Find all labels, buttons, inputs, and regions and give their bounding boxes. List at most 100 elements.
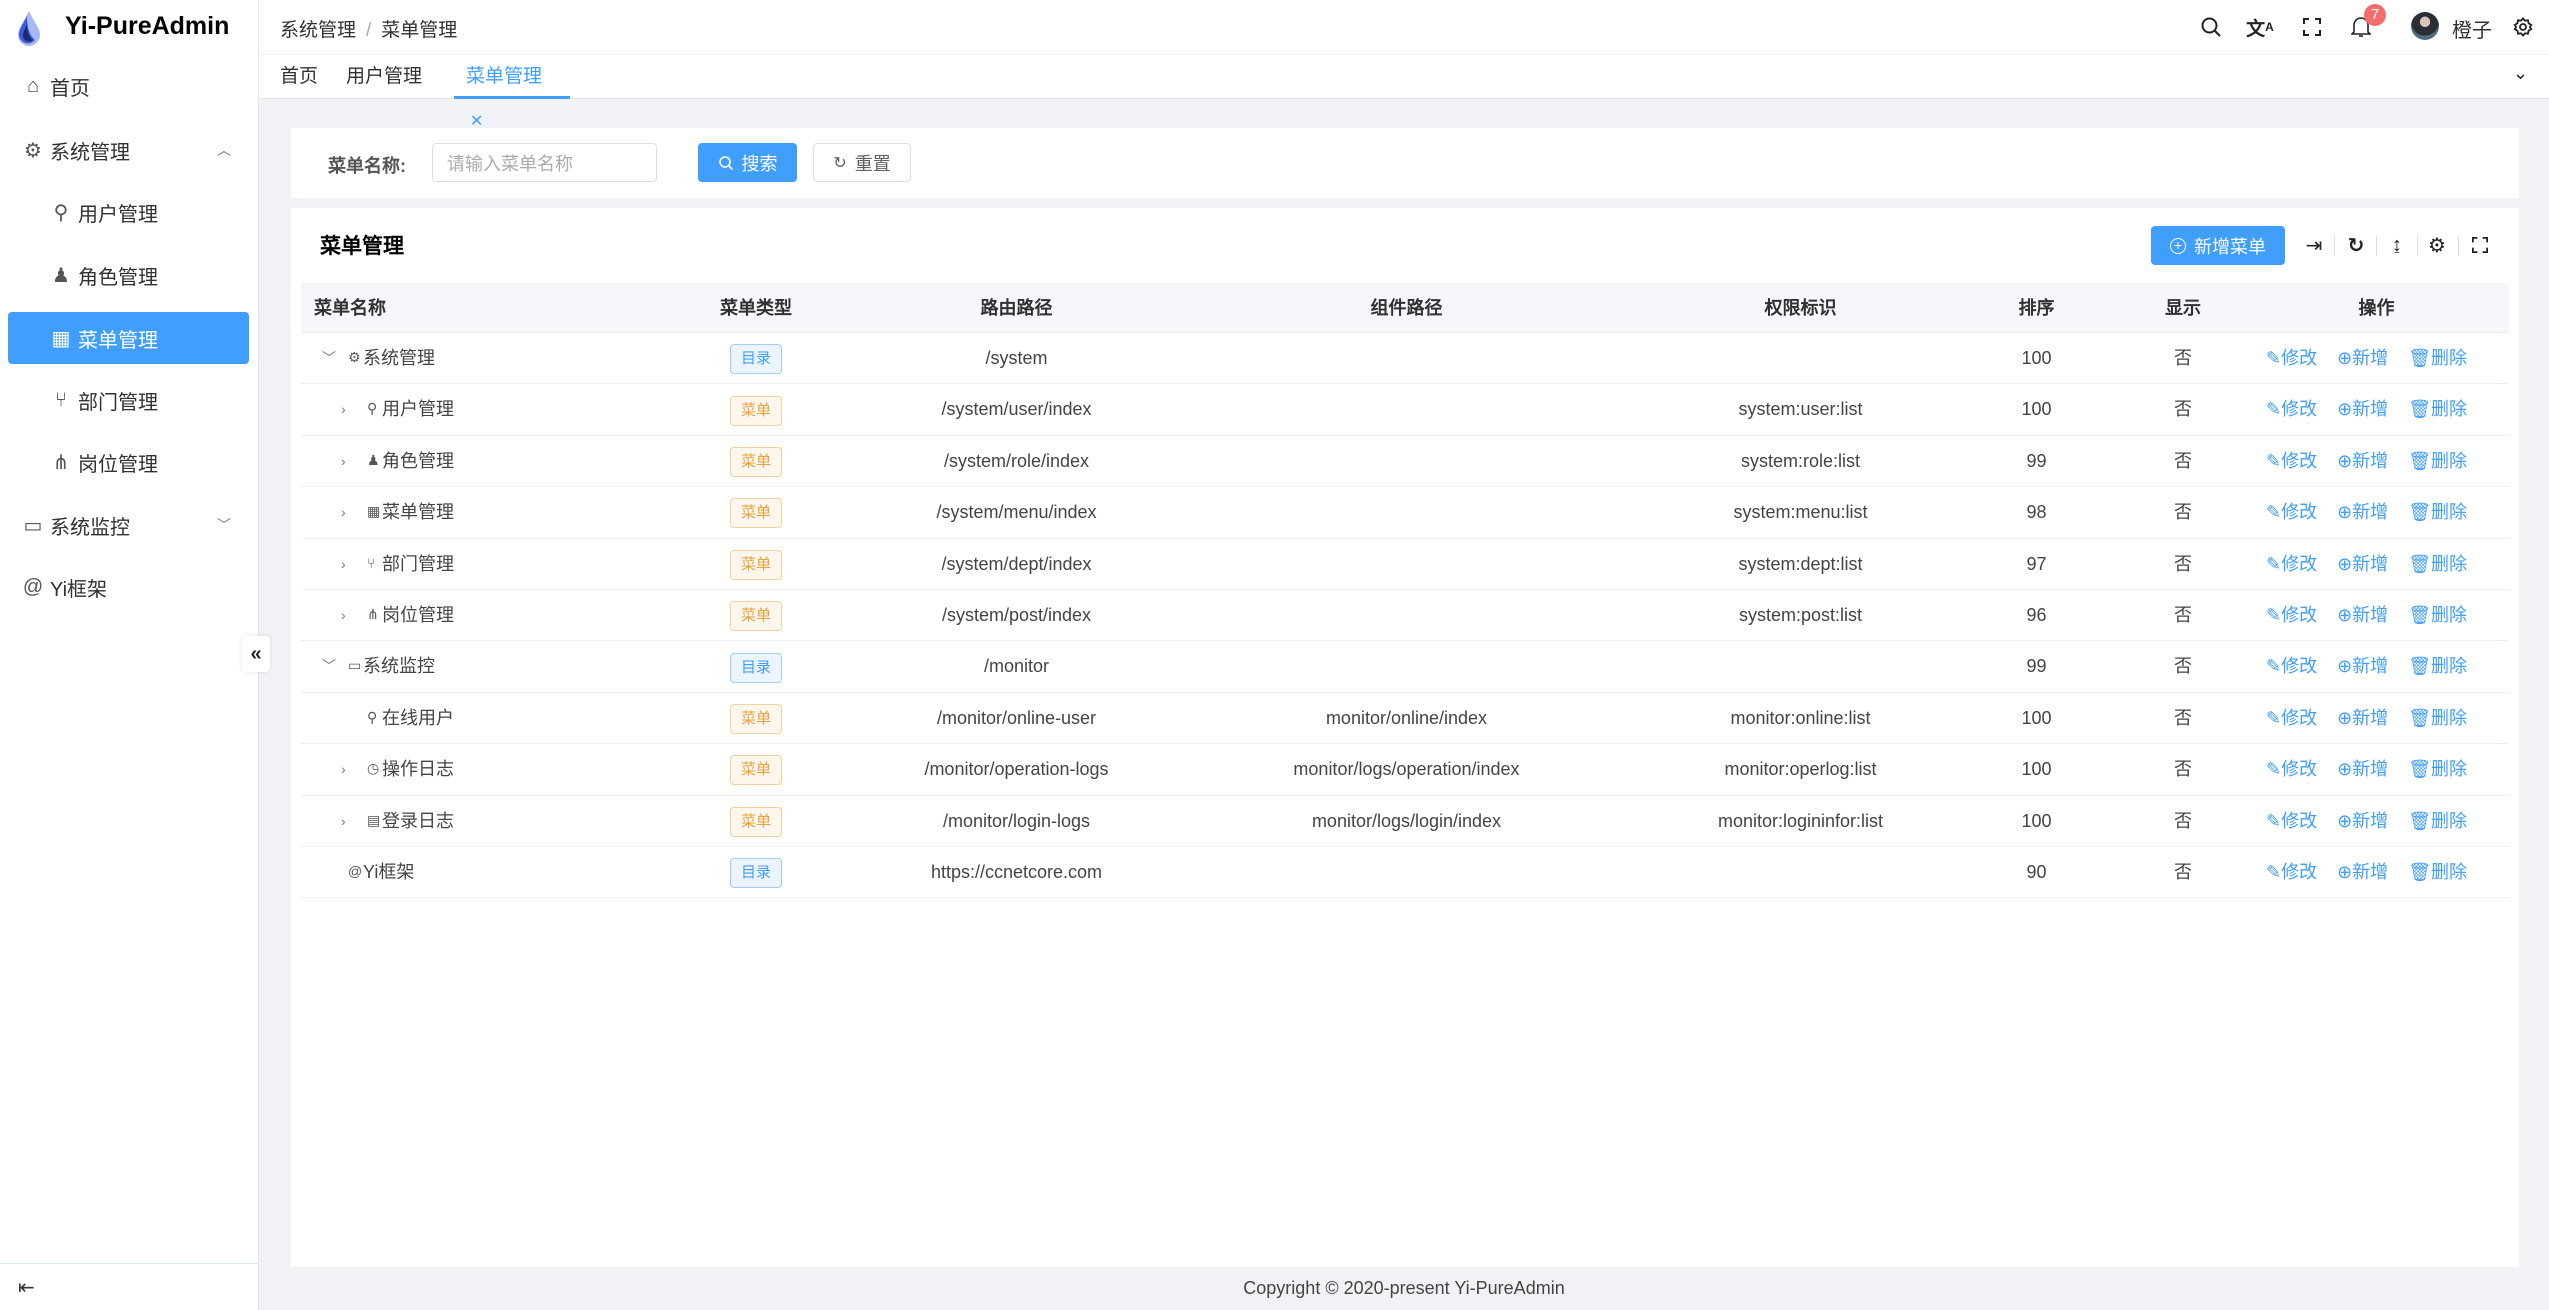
edit-button[interactable]: ✎修改 bbox=[2266, 502, 2317, 522]
avatar[interactable] bbox=[2411, 12, 2439, 40]
tab-menu-management[interactable]: 菜单管理 ✕ bbox=[454, 55, 570, 130]
add-label: 新增 bbox=[2352, 707, 2389, 728]
delete-label: 删除 bbox=[2431, 707, 2468, 728]
delete-button[interactable]: 🗑︎删除 bbox=[2408, 451, 2467, 471]
plus-circle-icon: ⊕ bbox=[2337, 759, 2353, 780]
search-button[interactable]: 搜索 bbox=[698, 143, 797, 182]
sidebar-item[interactable]: ⑂ 部门管理 bbox=[8, 374, 249, 426]
close-icon[interactable]: ✕ bbox=[470, 113, 484, 130]
menu-type-tag: 菜单 bbox=[729, 704, 782, 735]
edit-button[interactable]: ✎修改 bbox=[2266, 451, 2317, 471]
search-icon[interactable] bbox=[2198, 14, 2224, 40]
edit-button[interactable]: ✎修改 bbox=[2266, 656, 2317, 676]
add-label: 新增 bbox=[2352, 502, 2389, 523]
delete-button[interactable]: 🗑︎删除 bbox=[2408, 656, 2467, 676]
delete-button[interactable]: 🗑︎删除 bbox=[2408, 759, 2467, 779]
double-chevron-left-icon: « bbox=[250, 642, 262, 665]
route-path: /monitor/login-logs bbox=[942, 810, 1091, 831]
column-header: 操作 bbox=[2358, 298, 2395, 318]
name-cell: ﹀ ▭ 系统监控 bbox=[301, 641, 642, 692]
delete-button[interactable]: 🗑︎删除 bbox=[2408, 605, 2467, 625]
edit-button[interactable]: ✎修改 bbox=[2266, 348, 2317, 368]
menu-name: 用户管理 bbox=[382, 399, 454, 420]
delete-button[interactable]: 🗑︎删除 bbox=[2408, 554, 2467, 574]
sidebar-item[interactable]: ⌂ 首页 bbox=[8, 60, 249, 112]
edit-button[interactable]: ✎修改 bbox=[2266, 605, 2317, 625]
expand-collapse-icon[interactable]: ⇥ bbox=[2305, 234, 2323, 257]
collapse-sidebar-button[interactable]: « bbox=[242, 636, 270, 672]
plus-circle-icon: ⊕ bbox=[2337, 553, 2353, 574]
menu-name-input[interactable]: 请输入菜单名称 bbox=[432, 143, 657, 182]
sidebar-item[interactable]: ⚲ 用户管理 bbox=[8, 186, 249, 238]
add-child-button[interactable]: ⊕新增 bbox=[2337, 862, 2388, 882]
chevron-right-icon[interactable]: › bbox=[341, 452, 346, 469]
add-child-button[interactable]: ⊕新增 bbox=[2337, 759, 2388, 779]
edit-button[interactable]: ✎修改 bbox=[2266, 862, 2317, 882]
type-cell: 目录 bbox=[642, 333, 870, 384]
add-child-button[interactable]: ⊕新增 bbox=[2337, 708, 2388, 728]
edit-button[interactable]: ✎修改 bbox=[2266, 708, 2317, 728]
column-settings-icon[interactable]: ⚙ bbox=[2428, 234, 2446, 257]
delete-button[interactable]: 🗑︎删除 bbox=[2408, 502, 2467, 522]
username[interactable]: 橙子 bbox=[2452, 20, 2492, 42]
at-icon: @ bbox=[22, 575, 44, 598]
density-icon[interactable]: ↨ bbox=[2392, 233, 2402, 256]
delete-button[interactable]: 🗑︎删除 bbox=[2408, 811, 2467, 831]
chevron-right-icon[interactable]: › bbox=[341, 401, 346, 418]
delete-button[interactable]: 🗑︎删除 bbox=[2408, 862, 2467, 882]
add-child-button[interactable]: ⊕新增 bbox=[2337, 399, 2388, 419]
chevron-right-icon[interactable]: › bbox=[341, 607, 346, 623]
add-child-button[interactable]: ⊕新增 bbox=[2337, 811, 2388, 831]
plus-circle-icon: ⊕ bbox=[2337, 348, 2353, 368]
sidebar-item[interactable]: ⋔ 岗位管理 bbox=[8, 436, 249, 488]
visible-value: 否 bbox=[2174, 502, 2192, 523]
visible-cell: 否 bbox=[2122, 744, 2244, 795]
delete-button[interactable]: 🗑︎删除 bbox=[2408, 399, 2467, 419]
chevron-right-icon[interactable]: › bbox=[341, 555, 346, 572]
reset-button[interactable]: ↻ 重置 bbox=[813, 143, 911, 182]
chevron-right-icon[interactable]: › bbox=[341, 761, 346, 778]
chevron-down-icon[interactable]: ﹀ bbox=[322, 350, 336, 366]
sort-cell: 100 bbox=[1951, 744, 2122, 795]
gear-icon[interactable] bbox=[2510, 14, 2536, 40]
sidebar-item[interactable]: ▭ 系统监控 ﹀ bbox=[8, 499, 249, 551]
table-row: › ▤ 登录日志 菜单/monitor/login-logs monitor/logs/… bbox=[301, 796, 2509, 847]
edit-label: 修改 bbox=[2281, 707, 2318, 728]
sort-order: 100 bbox=[2021, 707, 2052, 728]
sidebar-item[interactable]: ♟ 角色管理 bbox=[8, 249, 249, 301]
menu-fold-icon[interactable]: ⇤ bbox=[18, 1276, 35, 1299]
sidebar-item[interactable]: @ Yi框架 bbox=[8, 561, 249, 613]
table-title: 菜单管理 bbox=[320, 235, 404, 258]
tab-home[interactable]: 首页 bbox=[280, 55, 318, 99]
add-child-button[interactable]: ⊕新增 bbox=[2337, 554, 2388, 574]
fullscreen-icon[interactable] bbox=[2299, 14, 2325, 40]
chevron-down-icon: ﹀ bbox=[217, 517, 231, 533]
edit-button[interactable]: ✎修改 bbox=[2266, 811, 2317, 831]
add-child-button[interactable]: ⊕新增 bbox=[2337, 348, 2388, 368]
delete-button[interactable]: 🗑︎删除 bbox=[2408, 348, 2467, 368]
add-menu-button[interactable]: + 新增菜单 bbox=[2151, 226, 2285, 265]
chevron-right-icon[interactable]: › bbox=[341, 812, 346, 829]
tab-user-management[interactable]: 用户管理 bbox=[346, 55, 422, 99]
trash-icon: 🗑︎ bbox=[2408, 605, 2432, 625]
edit-button[interactable]: ✎修改 bbox=[2266, 399, 2317, 419]
add-child-button[interactable]: ⊕新增 bbox=[2337, 502, 2388, 522]
refresh-icon[interactable]: ↻ bbox=[2347, 234, 2365, 257]
edit-button[interactable]: ✎修改 bbox=[2266, 759, 2317, 779]
fullscreen-icon[interactable] bbox=[2468, 233, 2492, 257]
add-child-button[interactable]: ⊕新增 bbox=[2337, 656, 2388, 676]
branch-icon: ⑂ bbox=[367, 554, 376, 571]
breadcrumb-item[interactable]: 系统管理 bbox=[280, 20, 357, 41]
edit-button[interactable]: ✎修改 bbox=[2266, 554, 2317, 574]
sidebar-item[interactable]: ▦ 菜单管理 bbox=[8, 312, 249, 364]
menu-type-tag: 菜单 bbox=[729, 755, 782, 786]
sidebar-item[interactable]: ⚙ 系统管理 ︿ bbox=[8, 124, 249, 176]
chevron-right-icon[interactable]: › bbox=[341, 504, 346, 521]
chevron-down-icon[interactable]: ⌄ bbox=[2513, 63, 2529, 83]
add-child-button[interactable]: ⊕新增 bbox=[2337, 451, 2388, 471]
sort-cell: 100 bbox=[1951, 333, 2122, 384]
chevron-down-icon[interactable]: ﹀ bbox=[322, 658, 336, 675]
add-child-button[interactable]: ⊕新增 bbox=[2337, 605, 2388, 625]
delete-button[interactable]: 🗑︎删除 bbox=[2408, 708, 2467, 728]
